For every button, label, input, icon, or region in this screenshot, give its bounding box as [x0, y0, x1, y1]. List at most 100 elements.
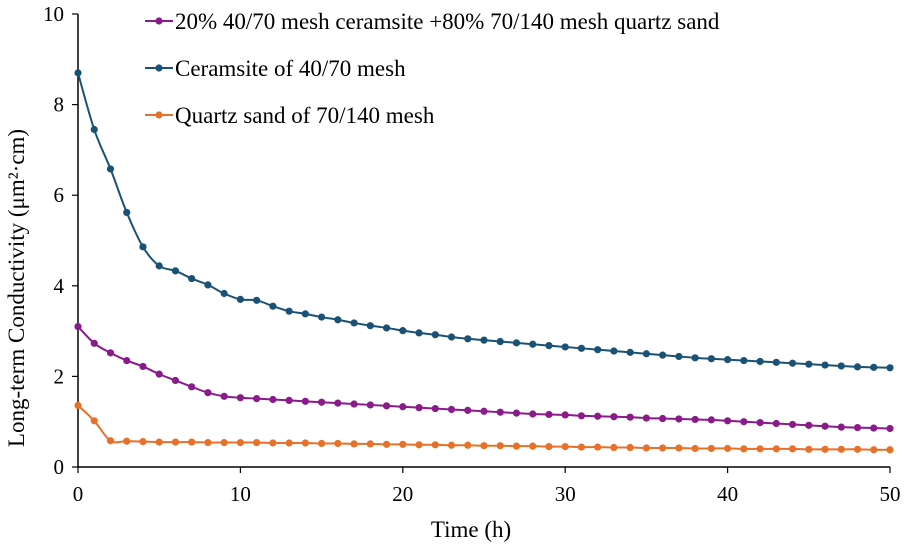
data-point	[90, 417, 98, 425]
series-2	[74, 69, 894, 372]
data-point	[496, 408, 504, 416]
data-point	[382, 324, 391, 332]
data-point	[415, 441, 423, 449]
data-point	[675, 415, 683, 423]
data-point	[220, 392, 228, 400]
data-point	[772, 358, 780, 366]
data-point	[886, 424, 894, 433]
data-point	[853, 445, 862, 453]
y-ticks: 0 2 4 6 8 10	[43, 2, 78, 479]
data-point	[139, 438, 147, 446]
data-point	[155, 262, 163, 270]
data-point	[334, 439, 342, 448]
axes	[77, 14, 890, 468]
data-point	[269, 395, 277, 404]
data-point	[886, 364, 894, 372]
data-point	[724, 444, 732, 453]
data-point	[659, 444, 667, 452]
data-point	[512, 442, 521, 450]
data-point	[334, 316, 342, 324]
data-point	[269, 302, 277, 310]
y-tick-label: 4	[54, 274, 65, 298]
data-point	[90, 125, 98, 134]
data-point	[496, 442, 504, 450]
data-point	[626, 413, 634, 421]
data-point	[821, 445, 829, 453]
data-point	[837, 445, 845, 453]
series-3	[74, 401, 894, 454]
legend-label: Quartz sand of 70/140 mesh	[175, 103, 435, 128]
data-point	[594, 346, 602, 354]
data-point	[886, 446, 894, 454]
data-point	[464, 406, 472, 414]
data-point	[415, 404, 423, 412]
x-tick-label: 50	[880, 482, 901, 506]
data-point	[788, 359, 797, 367]
data-point	[545, 410, 553, 419]
y-tick-label: 10	[43, 2, 64, 26]
data-point	[545, 443, 553, 451]
data-point	[610, 347, 618, 355]
data-point	[431, 404, 439, 413]
data-point	[301, 439, 309, 447]
x-tick-label: 10	[230, 482, 251, 506]
data-point	[577, 344, 586, 352]
data-point	[301, 397, 309, 405]
data-point	[447, 333, 456, 341]
data-point	[236, 394, 244, 402]
data-point	[399, 327, 407, 335]
y-tick-label: 6	[54, 183, 65, 207]
data-point	[724, 417, 732, 425]
data-point	[253, 394, 261, 403]
legend-swatch-marker	[155, 111, 163, 119]
x-tick-label: 40	[717, 482, 738, 506]
data-point	[204, 438, 212, 447]
data-point	[642, 444, 651, 452]
data-point	[415, 329, 423, 337]
data-point	[788, 445, 797, 453]
data-point	[870, 363, 878, 371]
data-point	[253, 438, 261, 447]
data-point	[285, 396, 293, 405]
data-point	[236, 438, 244, 447]
data-point	[691, 354, 699, 362]
data-point	[188, 274, 196, 283]
data-point	[561, 343, 569, 351]
data-point	[253, 296, 261, 304]
data-point	[529, 410, 537, 418]
data-point	[236, 295, 244, 303]
legend-label: Ceramsite of 40/70 mesh	[175, 56, 406, 81]
data-point	[496, 337, 504, 346]
data-point	[756, 357, 764, 366]
x-tick-label: 20	[392, 482, 413, 506]
data-point	[480, 336, 488, 344]
data-point	[772, 445, 780, 453]
data-point	[269, 439, 277, 447]
data-point	[805, 445, 813, 453]
data-point	[74, 401, 82, 409]
data-point	[756, 419, 764, 427]
data-point	[610, 413, 618, 421]
data-point	[382, 402, 391, 410]
data-point	[675, 352, 683, 361]
data-point	[318, 313, 326, 321]
data-point	[366, 322, 374, 330]
data-point	[691, 444, 699, 453]
data-point	[318, 398, 326, 406]
x-tick-label: 30	[555, 482, 576, 506]
legend-entry-3: Quartz sand of 70/140 mesh	[145, 103, 435, 128]
data-point	[447, 441, 456, 449]
legend-label: 20% 40/70 mesh ceramsite +80% 70/140 mes…	[175, 9, 720, 34]
data-point	[139, 243, 147, 251]
data-point	[123, 437, 131, 445]
data-point	[594, 412, 602, 420]
data-point	[707, 444, 715, 453]
data-point	[659, 351, 667, 359]
data-point	[90, 339, 98, 347]
data-point	[220, 289, 228, 298]
legend-entry-1: 20% 40/70 mesh ceramsite +80% 70/140 mes…	[145, 9, 720, 34]
data-point	[594, 443, 602, 451]
data-point	[74, 322, 82, 331]
data-point	[399, 440, 407, 448]
legend-entry-2: Ceramsite of 40/70 mesh	[145, 56, 406, 81]
